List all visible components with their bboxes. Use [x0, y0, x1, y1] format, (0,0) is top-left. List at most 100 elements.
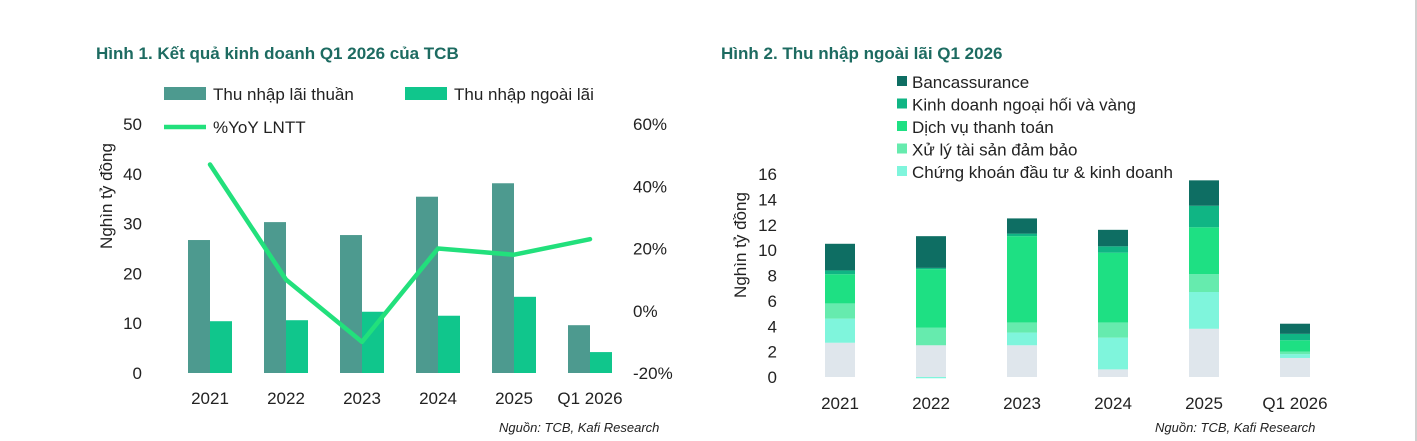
bar-thu-nh-p-ngo-i-l-i-2025 [514, 296, 536, 373]
y-axis-tick-label: 30 [123, 215, 142, 234]
bar-segment-ch-ng-kho-n-u-t-kinh-doanh-2024 [1098, 337, 1128, 370]
bar-segment-kinh-doanh-ngo-i-h-i-v-v-ng-2025 [1189, 205, 1219, 228]
bar-thu-nh-p-l-i-thu-n-2024 [416, 196, 438, 373]
bar-segment-d-ch-v-thanh-to-n-2025 [1189, 227, 1219, 275]
x-axis-tick-label: 2023 [343, 389, 381, 408]
y2-axis-tick-label: 40% [633, 177, 667, 196]
bar-segment-d-ch-v-thanh-to-n-2022 [916, 269, 946, 328]
bar-thu-nh-p-ngo-i-l-i-2023 [362, 311, 384, 373]
bar-thu-nh-p-ngo-i-l-i-q1-2026 [590, 352, 612, 373]
y2-axis-tick-label: 0% [633, 302, 658, 321]
legend-label-yoy-lntt: %YoY LNTT [213, 118, 306, 137]
bar-thu-nh-p-l-i-thu-n-q1-2026 [568, 325, 590, 373]
y-axis-tick-label: 4 [768, 317, 777, 336]
bar-segment-ch-ng-kho-n-u-t-kinh-doanh-2025 [1189, 291, 1219, 329]
bar-segment-bancassurance-2023 [1007, 218, 1037, 234]
x-axis-tick-label: 2022 [267, 389, 305, 408]
figure-1-source: Nguồn: TCB, Kafi Research [499, 420, 660, 435]
legend-label-thu-nhap-lai-thuan: Thu nhập lãi thuần [213, 85, 354, 104]
legend-label-kinh-doanh-ngo-i-h-i-v-v-ng: Kinh doanh ngoại hối và vàng [912, 96, 1136, 115]
bar-segment-x-l-t-i-s-n-m-b-o-2025 [1189, 274, 1219, 292]
bar-segment-bancassurance-2024 [1098, 229, 1128, 247]
legend-swatch-thu-nhap-lai-thuan [164, 87, 206, 100]
y-axis-tick-label: 0 [133, 364, 142, 383]
y-axis-label: Nghìn tỷ đồng [731, 192, 750, 298]
right-edge-divider [1415, 0, 1417, 441]
y-axis-tick-label: 50 [123, 115, 142, 134]
bar-segment-x-l-t-i-s-n-m-b-o-2024 [1098, 322, 1128, 338]
y2-axis-tick-label: -20% [633, 364, 673, 383]
legend-swatch-kinh-doanh-ngo-i-h-i-v-v-ng [897, 98, 907, 109]
x-axis-tick-label: 2021 [191, 389, 229, 408]
bar-segment-x-l-t-i-s-n-m-b-o-q1-2026 [1280, 351, 1310, 355]
bar-segment-kinh-doanh-ngo-i-h-i-v-v-ng-2024 [1098, 246, 1128, 253]
bar-segment-d-ch-v-thanh-to-n-2021 [825, 274, 855, 304]
bar-segment-kh-c-q1-2026 [1280, 357, 1310, 377]
legend-label-d-ch-v-thanh-to-n: Dịch vụ thanh toán [912, 118, 1054, 137]
bar-segment-x-l-t-i-s-n-m-b-o-2022 [916, 327, 946, 346]
bar-thu-nh-p-ngo-i-l-i-2021 [210, 321, 232, 373]
bar-thu-nh-p-l-i-thu-n-2025 [492, 183, 514, 373]
bar-thu-nh-p-ngo-i-l-i-2024 [438, 315, 460, 373]
bar-segment-kh-c-2024 [1098, 369, 1128, 377]
bar-thu-nh-p-l-i-thu-n-2022 [264, 222, 286, 373]
x-axis-tick-label: Q1 2026 [557, 389, 622, 408]
y-axis-tick-label: 8 [768, 267, 777, 286]
bar-segment-x-l-t-i-s-n-m-b-o-2023 [1007, 322, 1037, 333]
bar-segment-kh-c-2021 [825, 342, 855, 377]
bar-segment-kh-c-2023 [1007, 345, 1037, 377]
y-axis-label: Nghìn tỷ đồng [97, 143, 116, 249]
figure-2-source: Nguồn: TCB, Kafi Research [1155, 420, 1316, 435]
bar-thu-nh-p-l-i-thu-n-2021 [188, 240, 210, 373]
y-axis-tick-label: 16 [758, 165, 777, 184]
figure-2-title: Hình 2. Thu nhập ngoài lãi Q1 2026 [721, 44, 1003, 63]
bar-segment-kinh-doanh-ngo-i-h-i-v-v-ng-2023 [1007, 233, 1037, 237]
legend-label-bancassurance: Bancassurance [912, 73, 1029, 92]
bar-segment-ch-ng-kho-n-u-t-kinh-doanh-q1-2026 [1280, 354, 1310, 358]
x-axis-tick-label: 2025 [495, 389, 533, 408]
bar-segment-x-l-t-i-s-n-m-b-o-2021 [825, 303, 855, 319]
y-axis-tick-label: 10 [758, 241, 777, 260]
bar-thu-nh-p-ngo-i-l-i-2022 [286, 320, 308, 373]
legend-label-ch-ng-kho-n-u-t-kinh-doanh: Chứng khoán đầu tư & kinh doanh [912, 163, 1173, 182]
x-axis-tick-label: 2021 [821, 394, 859, 413]
x-axis-tick-label: 2025 [1185, 394, 1223, 413]
legend-swatch-x-l-t-i-s-n-m-b-o [897, 143, 907, 154]
bar-segment-ch-ng-kho-n-u-t-kinh-doanh-2021 [825, 318, 855, 343]
y-axis-tick-label: 12 [758, 216, 777, 235]
legend-swatch-bancassurance [897, 76, 907, 86]
y-axis-tick-label: 40 [123, 165, 142, 184]
x-axis-tick-label: 2022 [912, 394, 950, 413]
legend-label-thu-nhap-ngoai-lai: Thu nhập ngoài lãi [454, 85, 594, 104]
y-axis-tick-label: 2 [768, 343, 777, 362]
y-axis-tick-label: 10 [123, 314, 142, 333]
y-axis-tick-label: 0 [768, 368, 777, 387]
bar-segment-kh-c-2022 [916, 345, 946, 377]
bar-segment-d-ch-v-thanh-to-n-2023 [1007, 236, 1037, 323]
bar-segment-bancassurance-2021 [825, 243, 855, 271]
y2-axis-tick-label: 20% [633, 240, 667, 259]
y2-axis-tick-label: 60% [633, 115, 667, 134]
chart-1-business-results: 0 10 20 30 40 50 -20% 0% 20% 40% 60% Nghìn tỷ đồng 2… [97, 85, 673, 408]
line-series-yoy-lntt [207, 162, 593, 345]
legend-label-x-l-t-i-s-n-m-b-o: Xử lý tài sản đảm bảo [912, 141, 1077, 160]
x-axis-tick-label: Q1 2026 [1262, 394, 1327, 413]
bar-segment-kinh-doanh-ngo-i-h-i-v-v-ng-q1-2026 [1280, 333, 1310, 341]
legend-swatch-ch-ng-kho-n-u-t-kinh-doanh [897, 166, 907, 176]
legend-swatch-thu-nhap-ngoai-lai [405, 87, 447, 100]
bar-segment-bancassurance-2025 [1189, 180, 1219, 206]
figure-1-title: Hình 1. Kết quả kinh doanh Q1 2026 của T… [96, 44, 459, 63]
bar-segment-bancassurance-2022 [916, 236, 946, 268]
y-axis-tick-label: 14 [758, 190, 777, 209]
y-axis-tick-label: 6 [768, 292, 777, 311]
bar-segment-kinh-doanh-ngo-i-h-i-v-v-ng-2022 [916, 267, 946, 270]
x-axis-tick-label: 2023 [1003, 394, 1041, 413]
bar-segment-ch-ng-kho-n-u-t-kinh-doanh-2023 [1007, 332, 1037, 346]
bar-segment-d-ch-v-thanh-to-n-q1-2026 [1280, 340, 1310, 352]
bar-segment-d-ch-v-thanh-to-n-2024 [1098, 252, 1128, 323]
legend-swatch-d-ch-v-thanh-to-n [897, 121, 907, 131]
bar-segment-bancassurance-q1-2026 [1280, 323, 1310, 334]
x-axis-tick-label: 2024 [419, 389, 457, 408]
bar-segment-kh-c-2025 [1189, 328, 1219, 377]
